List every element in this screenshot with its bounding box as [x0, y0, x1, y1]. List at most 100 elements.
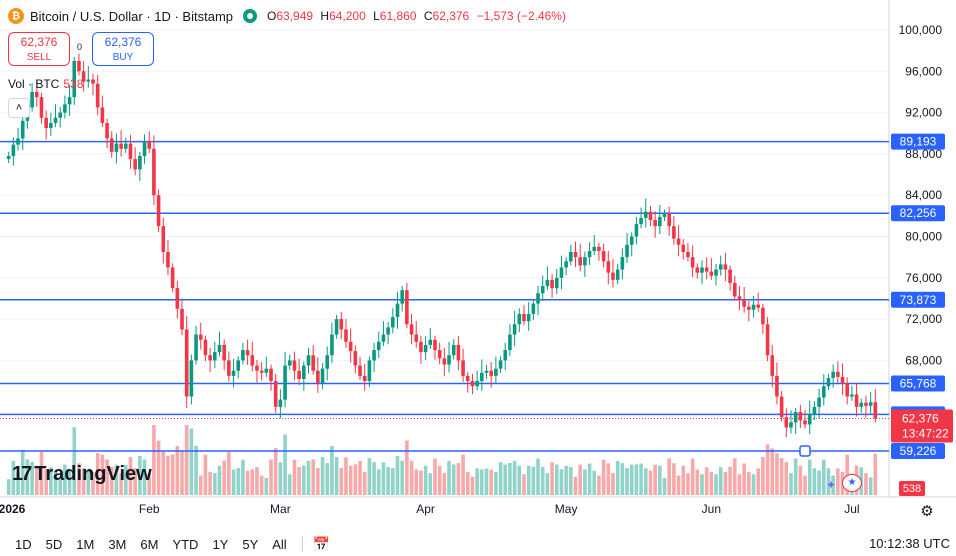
- volume-bar: [765, 444, 770, 495]
- volume-bar: [709, 472, 714, 495]
- buy-label: BUY: [112, 52, 134, 63]
- price-chart[interactable]: 100,000 96,000 92,000 88,000 84,000 80,000 76,…: [0, 0, 956, 532]
- us-flag-icon[interactable]: ★: [842, 474, 862, 492]
- timeframe-1d[interactable]: 1D: [15, 536, 32, 552]
- candle-body: [601, 250, 606, 262]
- open-value: 63,949: [276, 9, 314, 23]
- volume-bar: [676, 475, 681, 495]
- timeframe-6m[interactable]: 6M: [140, 536, 159, 552]
- volume-bar: [620, 463, 625, 495]
- low-label: L: [373, 9, 380, 23]
- volume-bar: [147, 473, 152, 495]
- hline-price-badge: [891, 133, 945, 150]
- volume-bar: [138, 455, 142, 495]
- candle-body: [831, 371, 835, 378]
- volume-bar: [803, 475, 807, 495]
- volume-bar: [484, 468, 489, 495]
- volume-bar: [836, 468, 840, 495]
- volume-bar: [63, 464, 67, 495]
- candle-body: [316, 370, 320, 384]
- candle-body: [320, 368, 325, 384]
- volume-bar: [569, 466, 573, 495]
- candle-body: [414, 334, 419, 342]
- collapse-legend-button[interactable]: ˄: [8, 98, 30, 118]
- timeframe-1y[interactable]: 1Y: [212, 536, 229, 552]
- volume-bar: [405, 440, 409, 495]
- candle-body: [227, 360, 231, 376]
- buy-button[interactable]: 62,376 BUY: [92, 32, 154, 66]
- volume-bar: [358, 460, 362, 495]
- volume-bar: [756, 468, 761, 495]
- volume-bar: [718, 467, 723, 495]
- close-label: C: [423, 9, 433, 23]
- volume-bar: [737, 474, 742, 495]
- candle-body: [461, 360, 465, 376]
- volume-legend: Vol · BTC 538: [8, 77, 83, 91]
- sparkle-icon[interactable]: ✦: [826, 478, 837, 492]
- candle-body: [400, 290, 404, 304]
- candle-body: [536, 293, 540, 304]
- candle-body: [836, 371, 840, 377]
- volume-bar: [189, 428, 194, 495]
- volume-bar: [761, 457, 765, 495]
- volume-bar: [292, 459, 297, 495]
- candle-body: [554, 277, 559, 289]
- time-tick-label: Jun: [702, 502, 721, 516]
- volume-bar: [798, 465, 803, 495]
- eye-icon[interactable]: [243, 9, 257, 23]
- volume-bar: [287, 474, 292, 495]
- candle-body: [152, 148, 156, 196]
- candle-body: [620, 257, 625, 270]
- candle-body: [756, 304, 761, 308]
- volume-bar: [480, 469, 484, 495]
- calendar-range-icon[interactable]: 📅: [312, 535, 331, 552]
- candle-body: [372, 350, 376, 361]
- candle-body: [292, 360, 297, 371]
- timeframe-all[interactable]: All: [272, 536, 287, 552]
- volume-bar: [807, 459, 812, 495]
- candle-body: [775, 375, 779, 397]
- candle-body: [845, 383, 850, 397]
- volume-bar: [517, 465, 522, 495]
- gear-icon[interactable]: ⚙: [920, 503, 934, 520]
- price-tick-label: 100,000: [899, 23, 943, 37]
- timeframe-ytd[interactable]: YTD: [172, 536, 199, 552]
- volume-bar: [456, 463, 461, 495]
- volume-bar: [16, 471, 20, 495]
- line-drag-handle[interactable]: [799, 445, 811, 457]
- timeframe-5y[interactable]: 5Y: [242, 536, 259, 552]
- price-tick-label: 72,000: [905, 312, 942, 326]
- volume-bar: [334, 457, 339, 495]
- timeframe-1m[interactable]: 1M: [76, 536, 95, 552]
- sell-button[interactable]: 62,376 SELL: [8, 32, 70, 66]
- symbol-title[interactable]: Bitcoin / U.S. Dollar · 1D · Bitstamp: [30, 8, 233, 24]
- candle-body: [306, 355, 311, 366]
- candle-body: [353, 351, 358, 366]
- candle-body: [194, 334, 198, 361]
- utc-clock[interactable]: 10:12:38 UTC: [869, 536, 950, 551]
- candle-body: [807, 414, 812, 425]
- time-axis: 2026 Feb Mar Apr May Jun Jul: [0, 502, 860, 516]
- candle-body: [793, 412, 798, 423]
- candle-body: [81, 71, 86, 82]
- volume-bar: [49, 467, 53, 495]
- candle-body: [854, 394, 859, 407]
- candle-body: [344, 329, 348, 342]
- candle-body: [198, 334, 203, 340]
- candle-body: [138, 155, 142, 170]
- candle-body: [503, 350, 508, 361]
- volume-bar: [648, 470, 653, 495]
- volume-bar: [30, 461, 34, 495]
- volume-bar: [72, 427, 77, 495]
- volume-bar: [784, 462, 789, 495]
- candle-body: [578, 257, 582, 266]
- candle-body: [690, 257, 695, 268]
- tradingview-logo[interactable]: 17 TradingView: [12, 463, 152, 486]
- volume-bar: [559, 469, 564, 495]
- candle-body: [222, 344, 226, 361]
- candle-body: [67, 97, 72, 105]
- candle-body: [629, 236, 634, 245]
- timeframe-3m[interactable]: 3M: [108, 536, 127, 552]
- timeframe-5d[interactable]: 5D: [45, 536, 63, 552]
- volume-bar: [826, 468, 831, 495]
